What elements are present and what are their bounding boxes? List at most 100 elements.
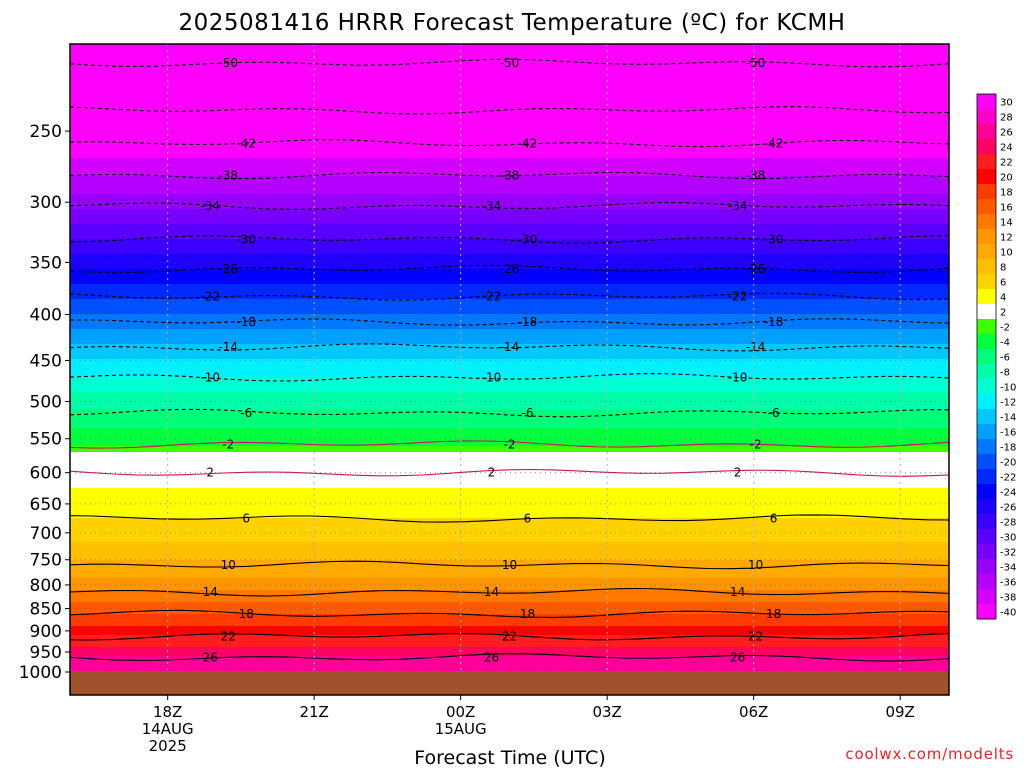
temperature-band — [70, 608, 949, 612]
x-tick-label: 18Z — [153, 703, 182, 721]
temperature-band — [70, 530, 949, 534]
temperature-band — [70, 374, 949, 378]
temperature-band — [70, 533, 949, 537]
temperature-band — [70, 50, 949, 54]
contour-label: -34 — [482, 199, 502, 213]
colorbar-swatch — [977, 244, 996, 260]
temperature-band — [70, 44, 949, 48]
temperature-band — [70, 329, 949, 333]
colorbar-swatch — [977, 544, 996, 560]
y-tick-label: 500 — [30, 393, 62, 413]
contour-label: -2 — [222, 437, 234, 451]
contour-label: 22 — [502, 629, 517, 643]
colorbar-label: -30 — [1000, 533, 1016, 544]
contour-label: -26 — [218, 262, 238, 276]
x-tick-label: 00Z — [446, 703, 475, 721]
y-tick-label: 350 — [30, 253, 62, 273]
temperature-band — [70, 431, 949, 435]
temperature-band — [70, 161, 949, 165]
x-tick-label: 03Z — [592, 703, 621, 721]
temperature-band — [70, 359, 949, 363]
contour-label: -6 — [240, 406, 252, 420]
temperature-band — [70, 254, 949, 258]
below-ground — [70, 672, 949, 695]
temperature-band — [70, 653, 949, 657]
temperature-band — [70, 434, 949, 438]
colorbar-swatch — [977, 199, 996, 215]
temperature-band — [70, 443, 949, 447]
contour-label: 18 — [520, 607, 535, 621]
temperature-band — [70, 461, 949, 465]
temperature-band — [70, 194, 949, 198]
temperature-band — [70, 65, 949, 69]
temperature-band — [70, 332, 949, 336]
colorbar-label: 12 — [1000, 233, 1013, 244]
temperature-band — [70, 182, 949, 186]
contour-line — [69, 560, 950, 570]
contour-label: -42 — [236, 136, 256, 150]
temperature-band — [70, 425, 949, 429]
y-tick-label: 450 — [30, 351, 62, 371]
temperature-band — [70, 377, 949, 381]
temperature-band — [70, 416, 949, 420]
contour-label: -42 — [764, 136, 784, 150]
temperature-band — [70, 641, 949, 645]
colorbar-frame — [976, 93, 997, 620]
temperature-band — [70, 326, 949, 330]
colorbar-label: -8 — [1000, 368, 1010, 379]
contour-label: -2 — [750, 437, 762, 451]
temperature-band — [70, 152, 949, 156]
temperature-band — [70, 590, 949, 594]
colorbar-label: -24 — [1000, 488, 1016, 499]
temperature-band — [70, 629, 949, 633]
temperature-band — [70, 485, 949, 489]
colorbar-swatch — [977, 454, 996, 470]
temperature-band — [70, 284, 949, 288]
temperature-band — [70, 98, 949, 102]
temperature-band — [70, 350, 949, 354]
contour-label: -6 — [768, 406, 780, 420]
temperature-band — [70, 242, 949, 246]
contour-label: 2 — [734, 466, 742, 480]
temperature-band — [70, 143, 949, 147]
temperature-band — [70, 155, 949, 159]
y-tick-label: 1000 — [19, 663, 62, 683]
temperature-band — [70, 263, 949, 267]
temperature-band — [70, 77, 949, 81]
temperature-band — [70, 542, 949, 546]
y-tick-label: 800 — [30, 576, 62, 596]
contour-label: -34 — [728, 199, 748, 213]
colorbar-label: -4 — [1000, 338, 1010, 349]
temperature-band — [70, 302, 949, 306]
colorbar-swatch — [977, 274, 996, 290]
temperature-band — [70, 605, 949, 609]
temperature-band — [70, 584, 949, 588]
x-axis-label: Forecast Time (UTC) — [414, 747, 605, 768]
colorbar-swatch — [977, 139, 996, 155]
temperature-band — [70, 167, 949, 171]
contour-label: 10 — [748, 558, 763, 572]
temperature-band — [70, 452, 949, 456]
temperature-band — [70, 230, 949, 234]
temperature-band — [70, 422, 949, 426]
temperature-band — [70, 419, 949, 423]
temperature-band — [70, 125, 949, 129]
temperature-band — [70, 239, 949, 243]
temperature-band — [70, 503, 949, 507]
temperature-band — [70, 548, 949, 552]
temperature-band — [70, 188, 949, 192]
temperature-band — [70, 593, 949, 597]
colorbar-swatch — [977, 154, 996, 170]
colorbar-label: 6 — [1000, 278, 1006, 289]
temperature-band — [70, 455, 949, 459]
temperature-band — [70, 545, 949, 549]
temperature-band — [70, 581, 949, 585]
temperature-band — [70, 476, 949, 480]
temperature-band — [70, 203, 949, 207]
chart-title: 2025081416 HRRR Forecast Temperature (ºC… — [179, 10, 846, 36]
credit-text: coolwx.com/modelts — [845, 745, 1014, 763]
y-axis: 2503003504004505005506006507007508008509… — [19, 122, 70, 683]
contour-label: 6 — [524, 512, 532, 526]
